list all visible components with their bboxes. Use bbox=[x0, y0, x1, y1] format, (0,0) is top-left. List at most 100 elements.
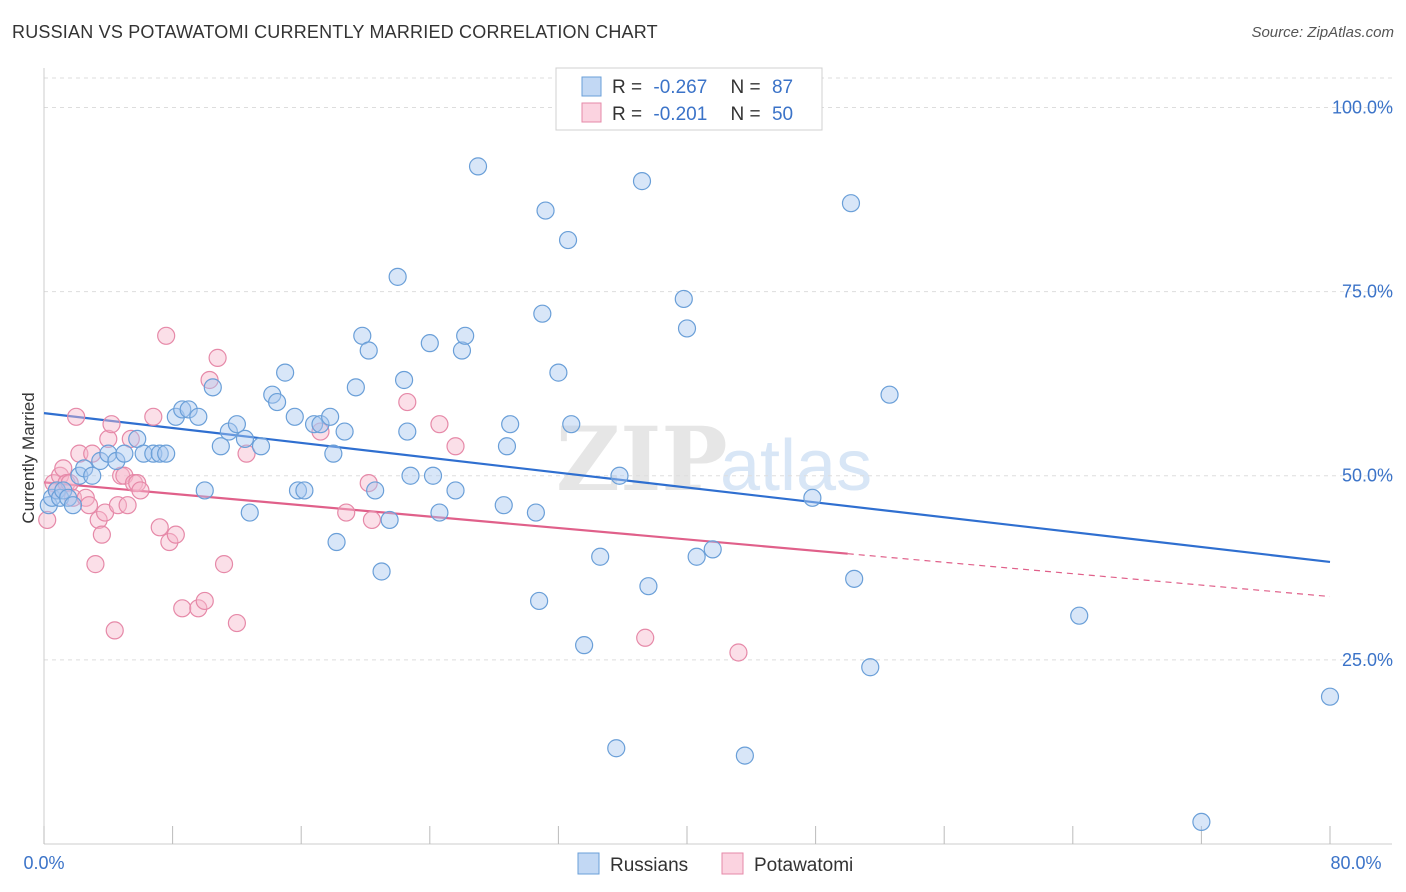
data-point-russians bbox=[562, 415, 581, 434]
data-point-russians bbox=[591, 547, 610, 566]
data-point-russians bbox=[841, 194, 861, 213]
data-point-russians bbox=[304, 415, 324, 434]
data-point-russians bbox=[251, 437, 271, 456]
data-point-russians bbox=[401, 466, 420, 485]
data-point-russians bbox=[430, 503, 449, 522]
data-point-russians bbox=[295, 481, 314, 500]
data-point-russians bbox=[335, 422, 354, 441]
data-point-russians bbox=[195, 481, 214, 500]
data-point-russians bbox=[189, 407, 208, 426]
source-label: Source: ZipAtlas.com bbox=[1251, 24, 1394, 41]
data-point-russians bbox=[1320, 687, 1340, 706]
watermark-zip: ZIP bbox=[556, 407, 728, 511]
data-point-russians bbox=[63, 496, 83, 515]
data-point-potawatomi bbox=[63, 488, 83, 507]
data-point-russians bbox=[456, 326, 475, 345]
data-point-russians bbox=[845, 569, 864, 588]
data-point-russians bbox=[536, 201, 555, 220]
data-point-russians bbox=[346, 378, 365, 397]
data-point-russians bbox=[687, 547, 706, 566]
data-point-potawatomi bbox=[729, 643, 748, 662]
data-point-potawatomi bbox=[157, 326, 176, 345]
data-point-potawatomi bbox=[131, 481, 150, 500]
data-point-russians bbox=[227, 415, 246, 434]
data-point-russians bbox=[607, 739, 626, 758]
data-point-russians bbox=[533, 304, 552, 323]
y-tick-label: 50.0% bbox=[1342, 466, 1393, 486]
legend-r-label-russians: R = bbox=[612, 77, 642, 98]
data-point-russians bbox=[530, 591, 549, 611]
data-point-russians bbox=[677, 319, 697, 338]
data-point-russians bbox=[150, 444, 169, 463]
data-point-russians bbox=[388, 267, 407, 286]
data-point-potawatomi bbox=[144, 407, 163, 426]
data-point-russians bbox=[639, 577, 658, 596]
data-point-potawatomi bbox=[102, 415, 121, 434]
data-point-russians bbox=[468, 157, 488, 176]
data-point-potawatomi bbox=[99, 429, 118, 449]
x-tick-label-max: 80.0% bbox=[1330, 853, 1381, 873]
data-point-russians bbox=[179, 400, 198, 419]
data-point-potawatomi bbox=[38, 510, 57, 530]
data-point-russians bbox=[632, 172, 652, 191]
data-point-potawatomi bbox=[195, 591, 214, 611]
legend-n-value-russians: 87 bbox=[772, 77, 793, 98]
legend-swatch-potawatomi bbox=[581, 102, 602, 123]
data-point-potawatomi bbox=[105, 621, 124, 640]
svg-text:R = -0.201 N =: R = -0.201 N = 50 bbox=[612, 104, 793, 125]
data-point-russians bbox=[803, 488, 822, 507]
data-point-russians bbox=[880, 385, 899, 404]
data-point-potawatomi bbox=[173, 599, 192, 618]
legend-n-label-potawatomi: N = bbox=[731, 104, 761, 125]
data-point-russians bbox=[526, 503, 545, 522]
data-point-russians bbox=[1192, 812, 1211, 832]
data-point-russians bbox=[211, 437, 230, 456]
data-point-russians bbox=[235, 429, 255, 449]
data-point-potawatomi bbox=[208, 348, 227, 367]
data-point-potawatomi bbox=[89, 510, 108, 530]
data-point-potawatomi bbox=[79, 496, 99, 515]
bottom-legend-swatch-russians bbox=[577, 852, 600, 875]
y-tick-label: 100.0% bbox=[1332, 97, 1393, 117]
data-point-russians bbox=[423, 466, 443, 485]
data-point-potawatomi bbox=[398, 392, 417, 412]
y-axis-label: Currently Married bbox=[19, 392, 38, 523]
data-point-russians bbox=[327, 532, 346, 552]
bottom-legend-swatch-potawatomi bbox=[721, 852, 744, 875]
data-point-potawatomi bbox=[166, 525, 185, 544]
data-point-potawatomi bbox=[67, 407, 86, 426]
data-point-russians bbox=[558, 230, 578, 250]
data-point-russians bbox=[144, 444, 163, 463]
legend-n-value-potawatomi: 50 bbox=[772, 104, 793, 125]
stats-legend: R = -0.267 N = 87 R = -0.201 N = 50 bbox=[555, 67, 823, 131]
series-legend: Russians Potawatomi bbox=[577, 852, 853, 876]
data-point-russians bbox=[366, 481, 385, 500]
data-point-russians bbox=[703, 540, 722, 559]
data-point-russians bbox=[311, 415, 330, 434]
data-point-russians bbox=[394, 370, 414, 390]
data-point-russians bbox=[372, 562, 391, 581]
data-point-potawatomi bbox=[214, 555, 234, 574]
data-point-russians bbox=[115, 444, 134, 463]
legend-r-label-potawatomi: R = bbox=[612, 104, 642, 125]
x-tick-label-min: 0.0% bbox=[23, 853, 64, 873]
legend-swatch-russians bbox=[581, 76, 602, 97]
data-point-russians bbox=[288, 481, 308, 500]
data-point-russians bbox=[501, 415, 520, 434]
data-point-russians bbox=[420, 334, 439, 353]
legend-r-value-potawatomi: -0.201 bbox=[653, 104, 707, 125]
data-point-russians bbox=[452, 341, 472, 360]
data-point-potawatomi bbox=[150, 518, 169, 537]
data-point-potawatomi bbox=[92, 525, 111, 544]
data-point-potawatomi bbox=[86, 555, 105, 574]
data-point-russians bbox=[398, 422, 417, 441]
data-point-russians bbox=[735, 746, 754, 765]
data-point-russians bbox=[861, 658, 880, 677]
data-point-russians bbox=[494, 496, 513, 515]
data-point-russians bbox=[203, 378, 222, 397]
data-point-russians bbox=[359, 341, 378, 360]
bottom-legend-label-russians: Russians bbox=[610, 855, 688, 876]
legend-r-value-russians: -0.267 bbox=[653, 77, 707, 98]
data-point-russians bbox=[575, 636, 594, 655]
